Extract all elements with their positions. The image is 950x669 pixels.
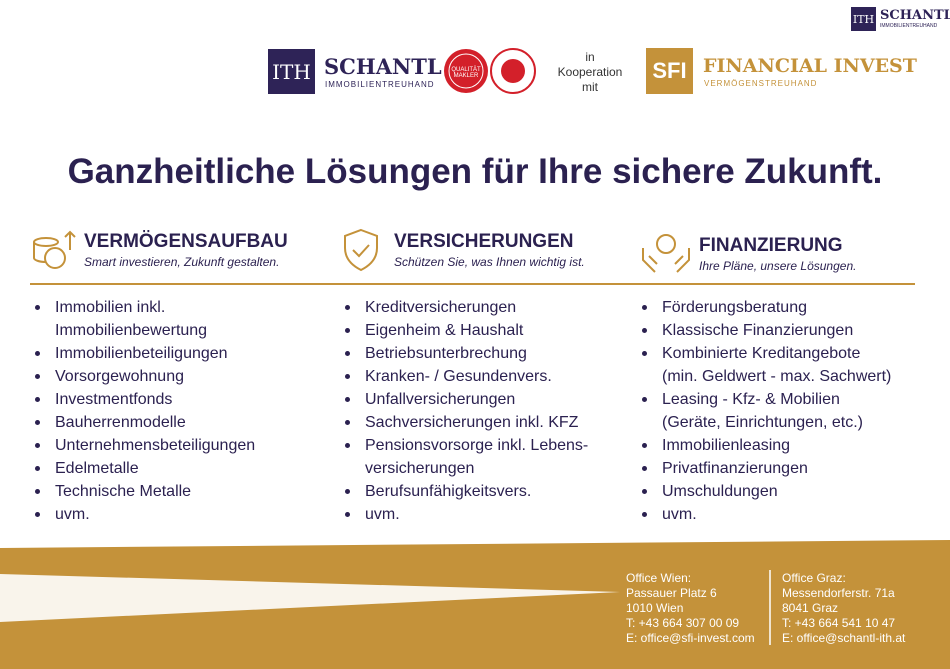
column-title: VERSICHERUNGEN bbox=[394, 231, 574, 252]
cooperation: in Kooperation mit bbox=[545, 50, 635, 95]
divider bbox=[30, 283, 915, 285]
column-subtitle: Smart investieren, Zukunft gestalten. bbox=[84, 255, 280, 269]
office-line: T: +43 664 307 00 09 bbox=[626, 616, 740, 630]
bullet-text: (Geräte, Einrichtungen, etc.) bbox=[662, 414, 863, 431]
bullet-text: Unfallversicherungen bbox=[365, 391, 516, 408]
bullet-item: Immobilien inkl. Immobilienbewertung bbox=[35, 296, 255, 342]
office-line: Office Graz: bbox=[782, 571, 846, 585]
schantl-tagline: IMMOBILIENTREUHAND bbox=[325, 80, 435, 89]
sfi-tagline: VERMÖGENSTREUHAND bbox=[704, 79, 818, 88]
bullet-item: Betriebsunterbrechung bbox=[345, 342, 588, 365]
top-logo-mark: ITH bbox=[851, 7, 876, 31]
bullet-list: Immobilien inkl. Immobilienbewertung Immob… bbox=[35, 296, 255, 526]
bullet-text: Kombinierte Kreditangebote bbox=[662, 345, 861, 362]
bullet-item: Immobilienbeteiligungen bbox=[35, 342, 255, 365]
schantl-name: SCHANTL bbox=[324, 54, 442, 79]
bullet-item: Kombinierte Kreditangebote (min. Geldwert… bbox=[642, 342, 891, 388]
bullet-text: Edelmetalle bbox=[55, 460, 139, 477]
bullet-item: Technische Metalle bbox=[35, 480, 255, 503]
bullet-item: Förderungsberatung bbox=[642, 296, 891, 319]
bullet-item: Sachversicherungen inkl. KFZ bbox=[345, 411, 588, 434]
bullet-text: Klassische Finanzierungen bbox=[662, 322, 854, 339]
bullet-text: uvm. bbox=[55, 506, 90, 523]
badge-text: QUALITÄT MAKLER bbox=[451, 67, 481, 79]
top-logo-tagline: IMMOBILIENTREUHAND bbox=[880, 23, 938, 29]
bullet-text: Privatfinanzierungen bbox=[662, 460, 808, 477]
bullet-item: Investmentfonds bbox=[35, 388, 255, 411]
bullet-text: Kranken- / Gesundenvers. bbox=[365, 368, 552, 385]
bullet-list: Förderungsberatung Klassische Finanzierun… bbox=[642, 296, 891, 526]
bullet-text: Eigenheim & Haushalt bbox=[365, 322, 524, 339]
bullet-text: Vorsorgewohnung bbox=[55, 368, 184, 385]
bullet-item: uvm. bbox=[345, 503, 588, 526]
bullet-item: Vorsorgewohnung bbox=[35, 365, 255, 388]
office-line: E: office@schantl-ith.at bbox=[782, 631, 906, 645]
schantl-mark: ITH bbox=[268, 49, 315, 94]
top-logo-name: SCHANTL bbox=[880, 8, 950, 23]
bullet-text: Immobilien inkl. bbox=[55, 299, 166, 316]
office: Office Graz: Messendorferstr. 71a 8041 Gra… bbox=[782, 571, 905, 646]
badges bbox=[444, 48, 536, 94]
bullet-item: Edelmetalle bbox=[35, 457, 255, 480]
office-line: Office Wien: bbox=[626, 571, 692, 585]
sfi-name: FINANCIAL INVEST bbox=[703, 55, 917, 77]
bullet-item: Unternehmensbeteiligungen bbox=[35, 434, 255, 457]
bullet-text: Betriebsunterbrechung bbox=[365, 345, 527, 362]
footer-shape bbox=[0, 540, 950, 669]
bullet-text: versicherungen bbox=[365, 460, 475, 477]
icon-shield bbox=[344, 228, 378, 272]
bullet-text: Förderungsberatung bbox=[662, 299, 807, 316]
cooperation-line: mit bbox=[582, 80, 598, 94]
sfi-mark: SFI bbox=[646, 48, 693, 94]
bullet-item: Umschuldungen bbox=[642, 480, 891, 503]
icon-coins bbox=[33, 230, 76, 269]
bullet-item: Bauherrenmodelle bbox=[35, 411, 255, 434]
column-title: VERMÖGENSAUFBAU bbox=[84, 231, 288, 252]
bullet-text: Unternehmensbeteiligungen bbox=[55, 437, 256, 454]
bullet-text: Sachversicherungen inkl. KFZ bbox=[365, 414, 579, 431]
office-line: E: office@sfi-invest.com bbox=[626, 631, 755, 645]
icon-hands bbox=[642, 234, 690, 273]
bullet-text: Immobilienleasing bbox=[662, 437, 791, 454]
bullet-item: Unfallversicherungen bbox=[345, 388, 588, 411]
bullet-text: uvm. bbox=[365, 506, 400, 523]
bullet-item: Leasing - Kfz- & Mobilien (Geräte, Einric… bbox=[642, 388, 891, 434]
bullet-text: (min. Geldwert - max. Sachwert) bbox=[662, 368, 892, 385]
cooperation-line: in bbox=[585, 50, 595, 64]
office-line: 8041 Graz bbox=[782, 601, 839, 615]
bullet-text: Bauherrenmodelle bbox=[55, 414, 186, 431]
office-line: 1010 Wien bbox=[626, 601, 684, 615]
bullet-list: Kreditversicherungen Eigenheim & Haushalt… bbox=[345, 296, 588, 526]
bullet-text: Berufsunfähigkeitsvers. bbox=[365, 483, 532, 500]
bullet-text: Kreditversicherungen bbox=[365, 299, 517, 316]
bullet-text: Umschuldungen bbox=[662, 483, 778, 500]
column-subtitle: Schützen Sie, was Ihnen wichtig ist. bbox=[394, 255, 585, 269]
office-line: T: +43 664 541 10 47 bbox=[782, 616, 896, 630]
bullet-item: Pensionsvorsorge inkl. Lebens-versicheru… bbox=[345, 434, 588, 480]
bullet-item: Klassische Finanzierungen bbox=[642, 319, 891, 342]
bullet-item: uvm. bbox=[642, 503, 891, 526]
bullet-text: Immobilienbeteiligungen bbox=[55, 345, 228, 362]
bullet-item: Eigenheim & Haushalt bbox=[345, 319, 588, 342]
cooperation-line: Kooperation bbox=[557, 65, 623, 79]
bullet-text: Investmentfonds bbox=[55, 391, 173, 408]
headline: Ganzheitliche Lösungen für Ihre sichere … bbox=[67, 152, 883, 191]
bullet-item: Kranken- / Gesundenvers. bbox=[345, 365, 588, 388]
bullet-item: Immobilienleasing bbox=[642, 434, 891, 457]
bullet-text: Technische Metalle bbox=[55, 483, 192, 500]
bullet-item: uvm. bbox=[35, 503, 255, 526]
bullet-text: Pensionsvorsorge inkl. Lebens- bbox=[365, 437, 589, 454]
column-subtitle: Ihre Pläne, unsere Lösungen. bbox=[699, 259, 857, 273]
bullet-item: Privatfinanzierungen bbox=[642, 457, 891, 480]
bullet-text: Immobilienbewertung bbox=[55, 322, 208, 339]
column-title: FINANZIERUNG bbox=[699, 235, 843, 256]
bullet-item: Kreditversicherungen bbox=[345, 296, 588, 319]
bullet-item: Berufsunfähigkeitsvers. bbox=[345, 480, 588, 503]
bullet-text: uvm. bbox=[662, 506, 697, 523]
office: Office Wien: Passauer Platz 6 1010 Wien T: … bbox=[626, 571, 755, 646]
office-line: Messendorferstr. 71a bbox=[782, 586, 895, 600]
bullet-text: Leasing - Kfz- & Mobilien bbox=[662, 391, 840, 408]
office-line: Passauer Platz 6 bbox=[626, 586, 717, 600]
